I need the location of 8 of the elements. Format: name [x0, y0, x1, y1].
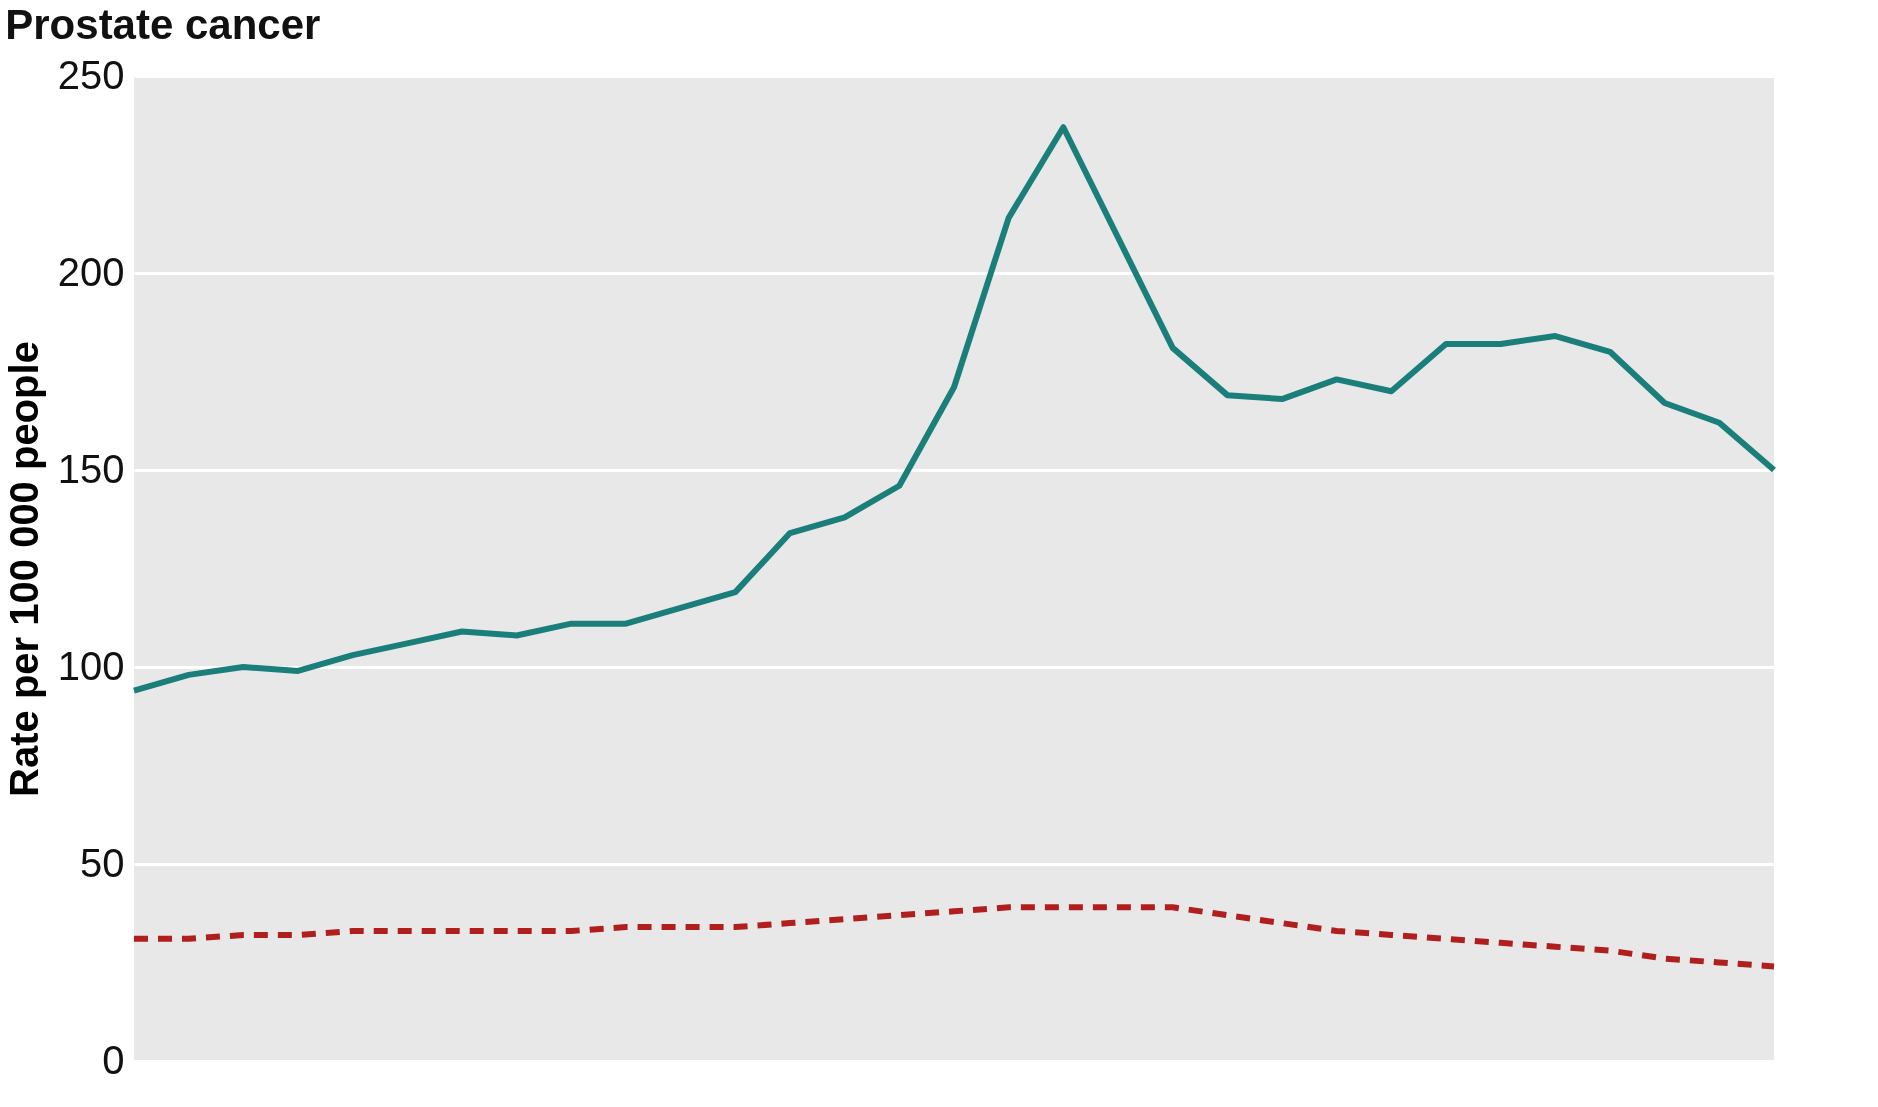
y-tick-label: 150: [57, 446, 125, 491]
y-tick-label: 200: [57, 249, 125, 294]
y-tick-label: 250: [57, 52, 125, 97]
y-tick-label: 50: [80, 840, 125, 885]
y-axis-title: Rate per 100 000 people: [1, 341, 46, 797]
y-tick-label: 0: [102, 1037, 125, 1082]
chart-title: Prostate cancer: [5, 1, 321, 48]
y-tick-label: 100: [57, 643, 125, 688]
